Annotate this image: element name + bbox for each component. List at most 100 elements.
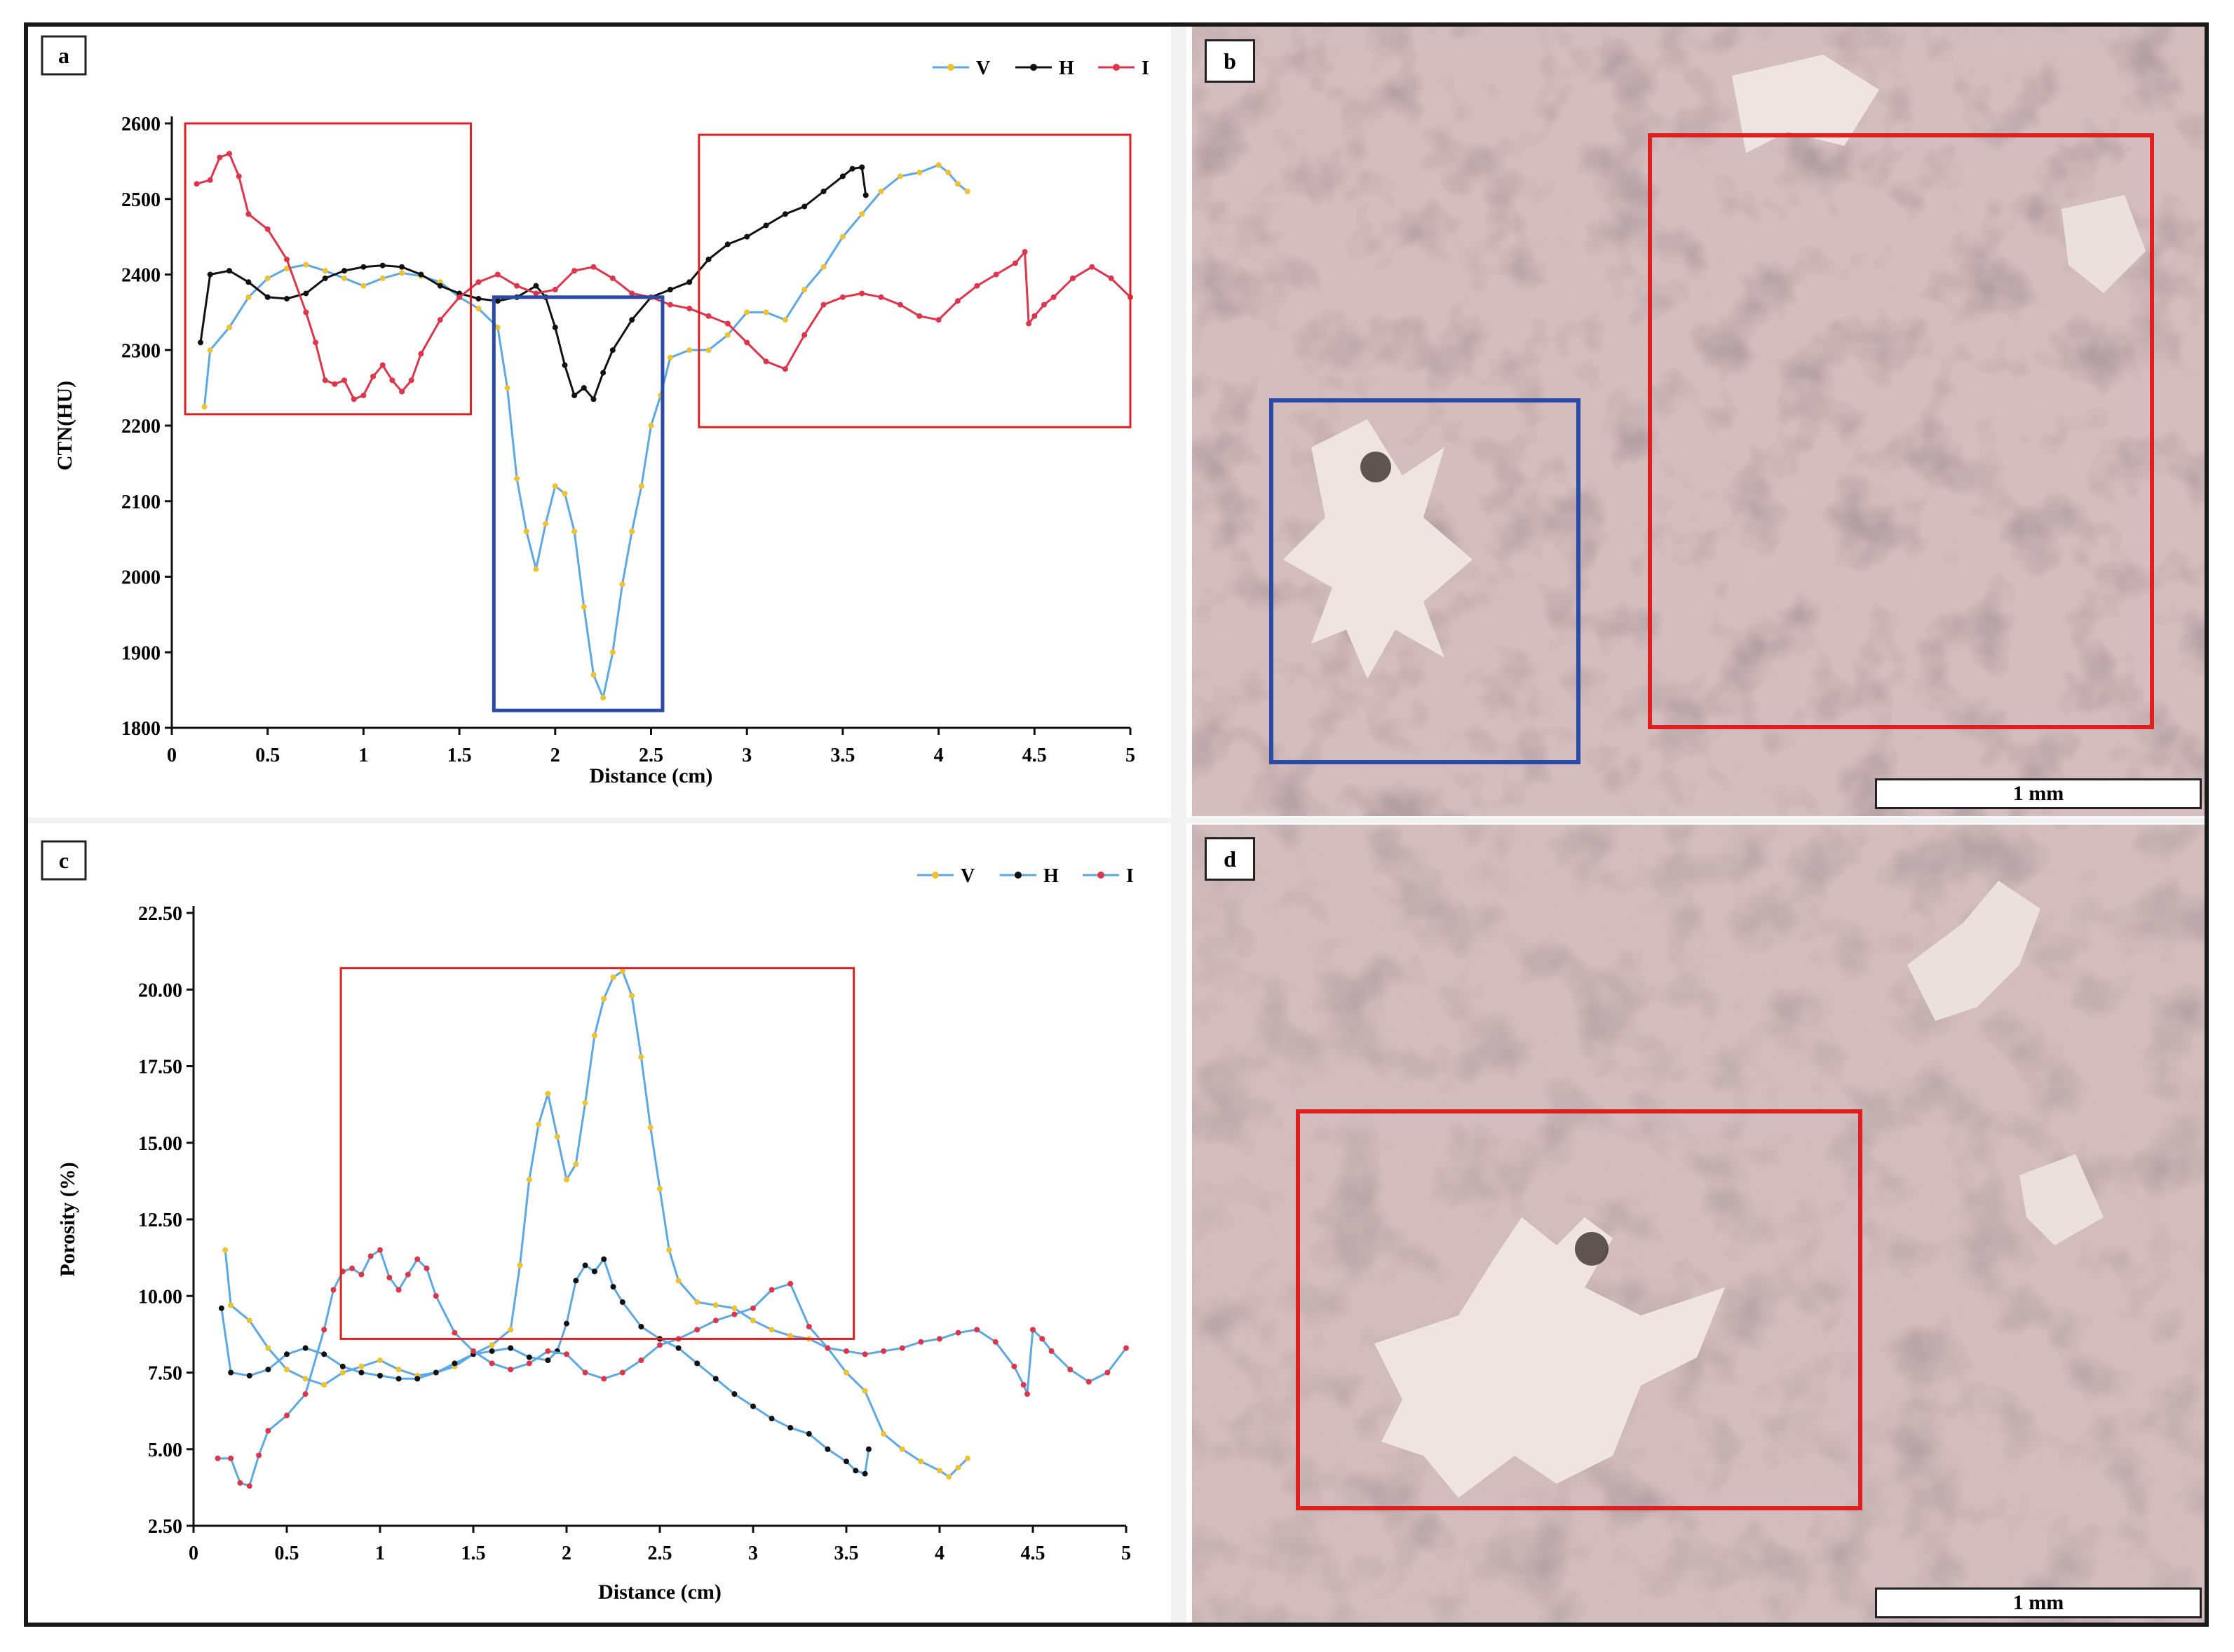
series-V-point bbox=[341, 275, 348, 281]
roi-b-red bbox=[1648, 133, 2154, 729]
series-I-point bbox=[1069, 275, 1076, 281]
panel-d-micrograph: d 1 mm bbox=[1192, 825, 2205, 1623]
series-I-point bbox=[322, 377, 328, 384]
series-I-point bbox=[571, 268, 578, 274]
series-I-point bbox=[379, 362, 386, 368]
series-I-point bbox=[508, 1367, 514, 1373]
series-H-point bbox=[322, 275, 328, 281]
series-I-point bbox=[955, 1329, 961, 1336]
vug-b bbox=[1360, 452, 1391, 482]
series-I-point bbox=[801, 332, 808, 338]
y-tick-label: 2400 bbox=[121, 265, 161, 287]
x-tick-label: 0.5 bbox=[255, 745, 280, 766]
series-V-point bbox=[787, 1333, 794, 1339]
x-tick-label: 0.5 bbox=[275, 1543, 299, 1564]
series-H-point bbox=[712, 1376, 719, 1382]
series-H-point bbox=[475, 295, 482, 302]
series-V-point bbox=[609, 649, 616, 656]
series-V-point bbox=[591, 1032, 597, 1038]
series-I-point bbox=[839, 294, 846, 300]
y-tick-label: 17.50 bbox=[138, 1057, 182, 1078]
series-I-point bbox=[552, 287, 558, 293]
series-I-point bbox=[1026, 320, 1032, 327]
x-tick-label: 1.5 bbox=[461, 1543, 486, 1564]
series-H-point bbox=[638, 1323, 644, 1329]
figure-frame bbox=[24, 22, 2209, 1627]
series-H-point bbox=[562, 362, 568, 368]
series-V-point bbox=[508, 1327, 514, 1333]
series-H-point bbox=[228, 1369, 234, 1376]
x-tick-label: 5 bbox=[1125, 745, 1135, 766]
series-I-point bbox=[878, 294, 884, 300]
series-V-point bbox=[619, 968, 625, 975]
series-I-point bbox=[414, 1256, 421, 1262]
series-V-point bbox=[859, 211, 865, 217]
series-I-point bbox=[424, 1265, 430, 1271]
series-I-point bbox=[207, 177, 213, 183]
series-V-point bbox=[543, 521, 549, 527]
series-H-point bbox=[564, 1320, 569, 1327]
x-tick-label: 2 bbox=[562, 1543, 571, 1564]
series-I-point bbox=[456, 294, 463, 300]
series-I-point bbox=[724, 320, 731, 327]
series-I-point bbox=[471, 1348, 476, 1354]
y-tick-label: 5.00 bbox=[148, 1440, 182, 1461]
series-H-point bbox=[744, 233, 750, 240]
series-H-point bbox=[339, 1363, 346, 1369]
panel-divider-vertical bbox=[1171, 27, 1186, 1623]
series-V-point bbox=[303, 262, 309, 268]
series-I-point bbox=[601, 1376, 607, 1382]
x-tick-label: 0 bbox=[167, 745, 177, 766]
legend-V-marker bbox=[932, 872, 939, 879]
series-V-point bbox=[610, 974, 616, 980]
series-V-point bbox=[712, 1302, 719, 1308]
series-I-point bbox=[582, 1369, 588, 1376]
series-H-point bbox=[284, 1351, 290, 1358]
legend-I-label: I bbox=[1126, 865, 1134, 887]
series-V-point bbox=[705, 347, 712, 353]
panel-c-label: c bbox=[59, 848, 69, 873]
series-V-point bbox=[360, 283, 367, 289]
series-I-point bbox=[370, 373, 377, 379]
series-V-point bbox=[675, 1278, 682, 1284]
series-I-point bbox=[418, 351, 424, 357]
series-I-point bbox=[686, 305, 693, 311]
series-H-point bbox=[619, 1299, 625, 1305]
panel-a-label: a bbox=[58, 43, 69, 68]
x-tick-label: 3 bbox=[742, 745, 752, 766]
series-H-point bbox=[226, 268, 233, 274]
legend-I-marker bbox=[1097, 872, 1104, 879]
series-I-point bbox=[452, 1329, 458, 1336]
series-V-point bbox=[600, 694, 607, 700]
series-H-point bbox=[552, 324, 558, 330]
series-I-point bbox=[1050, 294, 1057, 300]
panel-b-label: b bbox=[1205, 39, 1255, 83]
pore-b-right bbox=[2062, 195, 2146, 293]
series-V-point bbox=[820, 264, 827, 270]
series-I-point bbox=[245, 211, 252, 217]
series-I-point bbox=[859, 290, 865, 297]
x-tick-label: 0 bbox=[189, 1543, 198, 1564]
x-tick-label: 3 bbox=[748, 1543, 758, 1564]
series-H-point bbox=[686, 279, 693, 285]
y-tick-label: 2.50 bbox=[148, 1516, 182, 1538]
series-V-point bbox=[657, 1186, 663, 1192]
series-I-point bbox=[954, 298, 961, 304]
x-tick-label: 1 bbox=[375, 1543, 385, 1564]
series-V-point bbox=[533, 566, 539, 572]
series-I-point bbox=[437, 317, 443, 323]
series-H-point bbox=[675, 1345, 682, 1351]
series-V-point bbox=[964, 188, 970, 194]
series-V-point bbox=[638, 483, 644, 489]
x-tick-label: 3.5 bbox=[834, 1543, 859, 1564]
series-V-point bbox=[489, 1342, 495, 1348]
series-I-point bbox=[609, 275, 616, 281]
micrograph-b-image bbox=[1192, 27, 2205, 816]
x-tick-label: 4 bbox=[935, 1543, 945, 1564]
series-I-point bbox=[1067, 1367, 1074, 1373]
series-H-point bbox=[705, 256, 712, 262]
series-V-point bbox=[284, 265, 290, 271]
series-V-line bbox=[203, 163, 968, 699]
series-I-point bbox=[787, 1280, 794, 1287]
series-I-point bbox=[341, 377, 348, 384]
